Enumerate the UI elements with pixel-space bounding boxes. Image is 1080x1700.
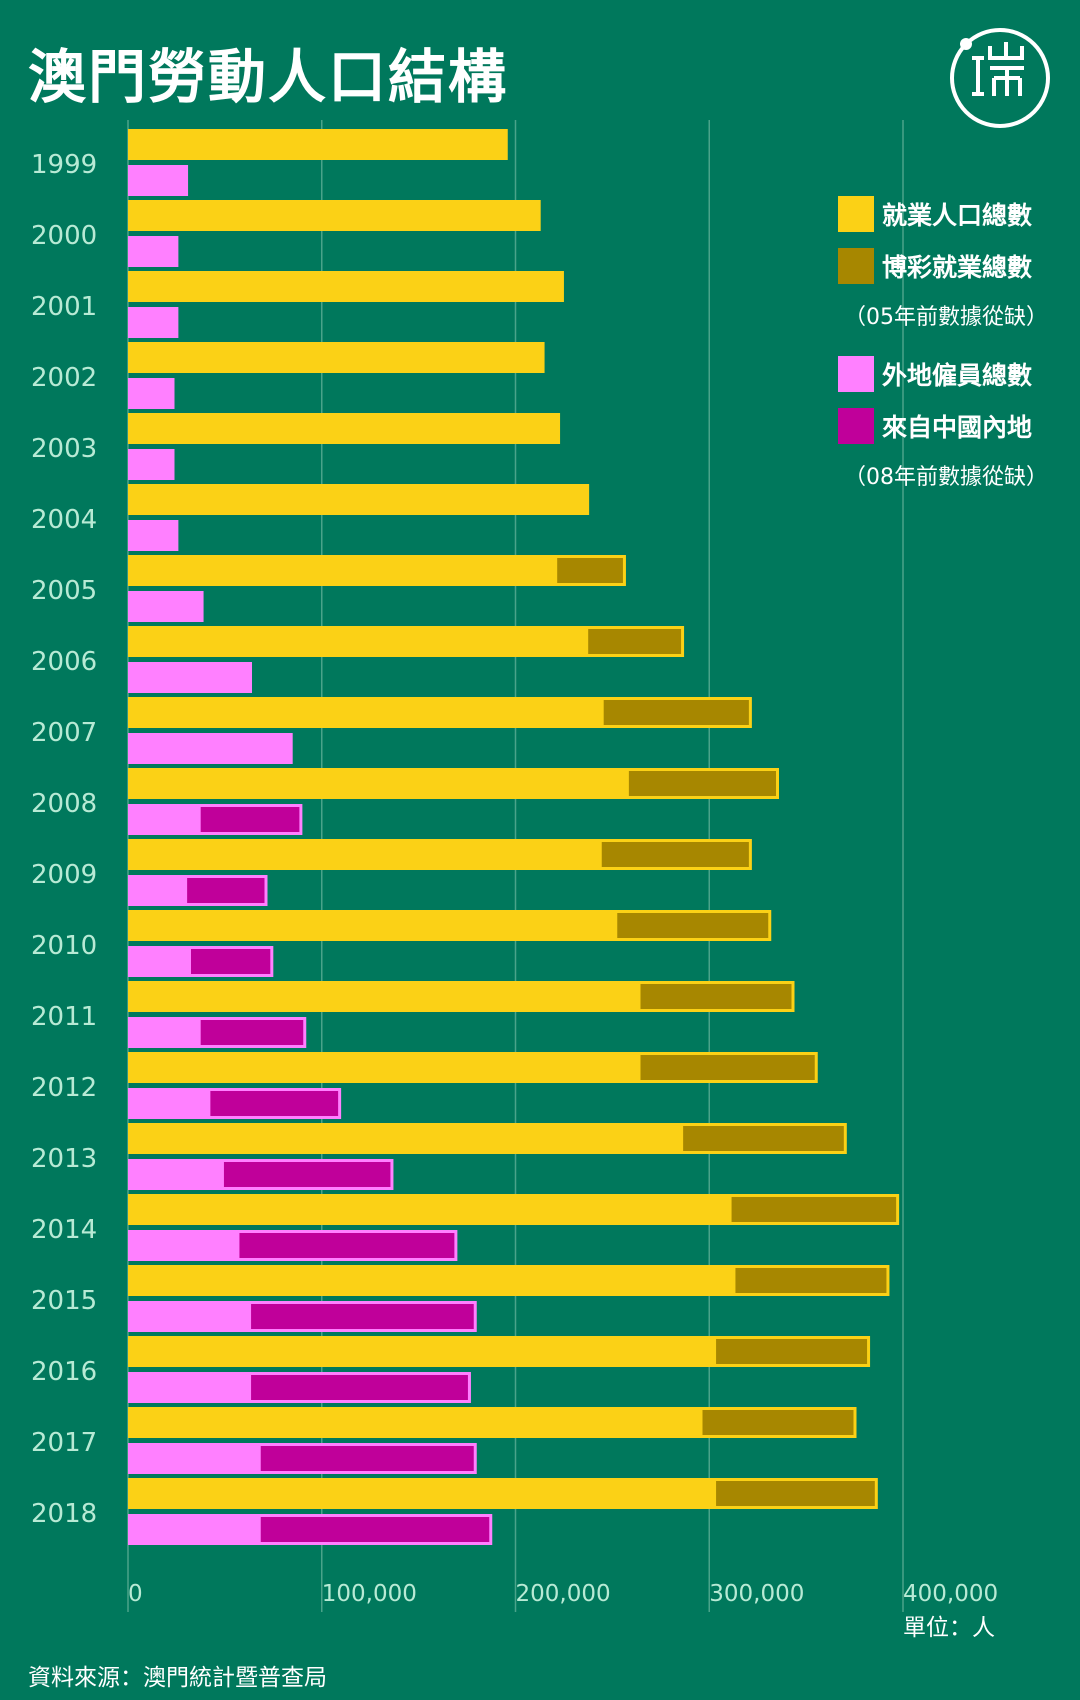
bar-gaming xyxy=(586,627,684,656)
page-title: 澳門勞動人口結構 xyxy=(28,43,509,111)
year-label: 2000 xyxy=(31,221,97,251)
bar-foreign xyxy=(128,520,179,551)
x-tick-label: 200,000 xyxy=(516,1581,611,1607)
bar-gaming xyxy=(626,769,778,798)
bar-gaming xyxy=(714,1479,877,1508)
x-tick-label: 0 xyxy=(128,1581,143,1607)
year-label: 2018 xyxy=(31,1499,97,1529)
bar-employed xyxy=(128,555,626,586)
bar-employed xyxy=(128,413,561,444)
bar-gaming xyxy=(615,911,771,940)
bar-gaming xyxy=(601,698,751,727)
bar-foreign xyxy=(128,165,189,196)
legend-note: （08年前數據從缺） xyxy=(844,465,1048,490)
bar-foreign xyxy=(128,236,179,267)
bar-mainland xyxy=(249,1373,470,1402)
bar-mainland xyxy=(258,1444,476,1473)
bar-gaming xyxy=(681,1124,846,1153)
legend-swatch xyxy=(838,248,874,284)
bar-foreign xyxy=(128,733,293,764)
bar-foreign xyxy=(128,307,179,338)
legend-swatch xyxy=(838,196,874,232)
year-label: 2001 xyxy=(31,292,97,322)
year-label: 2004 xyxy=(31,505,97,535)
bar-gaming xyxy=(700,1408,856,1437)
year-label: 2015 xyxy=(31,1286,97,1316)
year-label: 2014 xyxy=(31,1215,97,1245)
year-label: 2010 xyxy=(31,931,97,961)
legend-label: 博彩就業總數 xyxy=(882,253,1032,282)
bar-gaming xyxy=(599,840,751,869)
bar-mainland xyxy=(237,1231,457,1260)
bar-foreign xyxy=(128,378,175,409)
legend-swatch xyxy=(838,408,874,444)
bar-employed xyxy=(128,484,590,515)
bar-employed xyxy=(128,342,545,373)
bar-gaming xyxy=(733,1266,889,1295)
bar-mainland xyxy=(208,1089,341,1118)
bar-mainland xyxy=(198,1018,306,1047)
year-label: 2013 xyxy=(31,1144,97,1174)
legend-label: 外地僱員總數 xyxy=(882,361,1032,390)
source-note: 資料來源：澳門統計暨普查局 xyxy=(28,1665,327,1691)
bar-mainland xyxy=(249,1302,476,1331)
year-label: 2012 xyxy=(31,1073,97,1103)
year-label: 2007 xyxy=(31,718,97,748)
year-label: 2008 xyxy=(31,789,97,819)
year-label: 2016 xyxy=(31,1357,97,1387)
bar-foreign xyxy=(128,449,175,480)
legend-swatch xyxy=(838,356,874,392)
bar-gaming xyxy=(555,556,625,585)
bar-foreign xyxy=(128,662,252,693)
bar-mainland xyxy=(198,805,302,834)
bar-employed xyxy=(128,271,564,302)
bar-gaming xyxy=(729,1195,899,1224)
bar-foreign xyxy=(128,591,204,622)
year-label: 2017 xyxy=(31,1428,97,1458)
legend-label: 來自中國內地 xyxy=(882,413,1032,442)
bar-mainland xyxy=(258,1515,492,1544)
bar-mainland xyxy=(221,1160,393,1189)
legend-note: （05年前數據從缺） xyxy=(844,305,1048,330)
unit-label: 單位：人 xyxy=(903,1615,995,1641)
year-label: 2006 xyxy=(31,647,97,677)
initium-logo-icon xyxy=(950,28,1050,128)
x-tick-label: 100,000 xyxy=(322,1581,417,1607)
bar-mainland xyxy=(189,947,273,976)
bar-gaming xyxy=(638,1053,817,1082)
year-label: 2005 xyxy=(31,576,97,606)
x-tick-label: 400,000 xyxy=(903,1581,998,1607)
bar-gaming xyxy=(714,1337,870,1366)
year-label: 2011 xyxy=(31,1002,97,1032)
year-label: 2003 xyxy=(31,434,97,464)
year-label: 2002 xyxy=(31,363,97,393)
bar-employed xyxy=(128,129,508,160)
year-label: 1999 xyxy=(31,150,97,180)
x-tick-label: 300,000 xyxy=(709,1581,804,1607)
bar-mainland xyxy=(185,876,267,905)
year-label: 2009 xyxy=(31,860,97,890)
bar-employed xyxy=(128,200,541,231)
legend-label: 就業人口總數 xyxy=(882,201,1032,230)
bar-gaming xyxy=(638,982,794,1011)
